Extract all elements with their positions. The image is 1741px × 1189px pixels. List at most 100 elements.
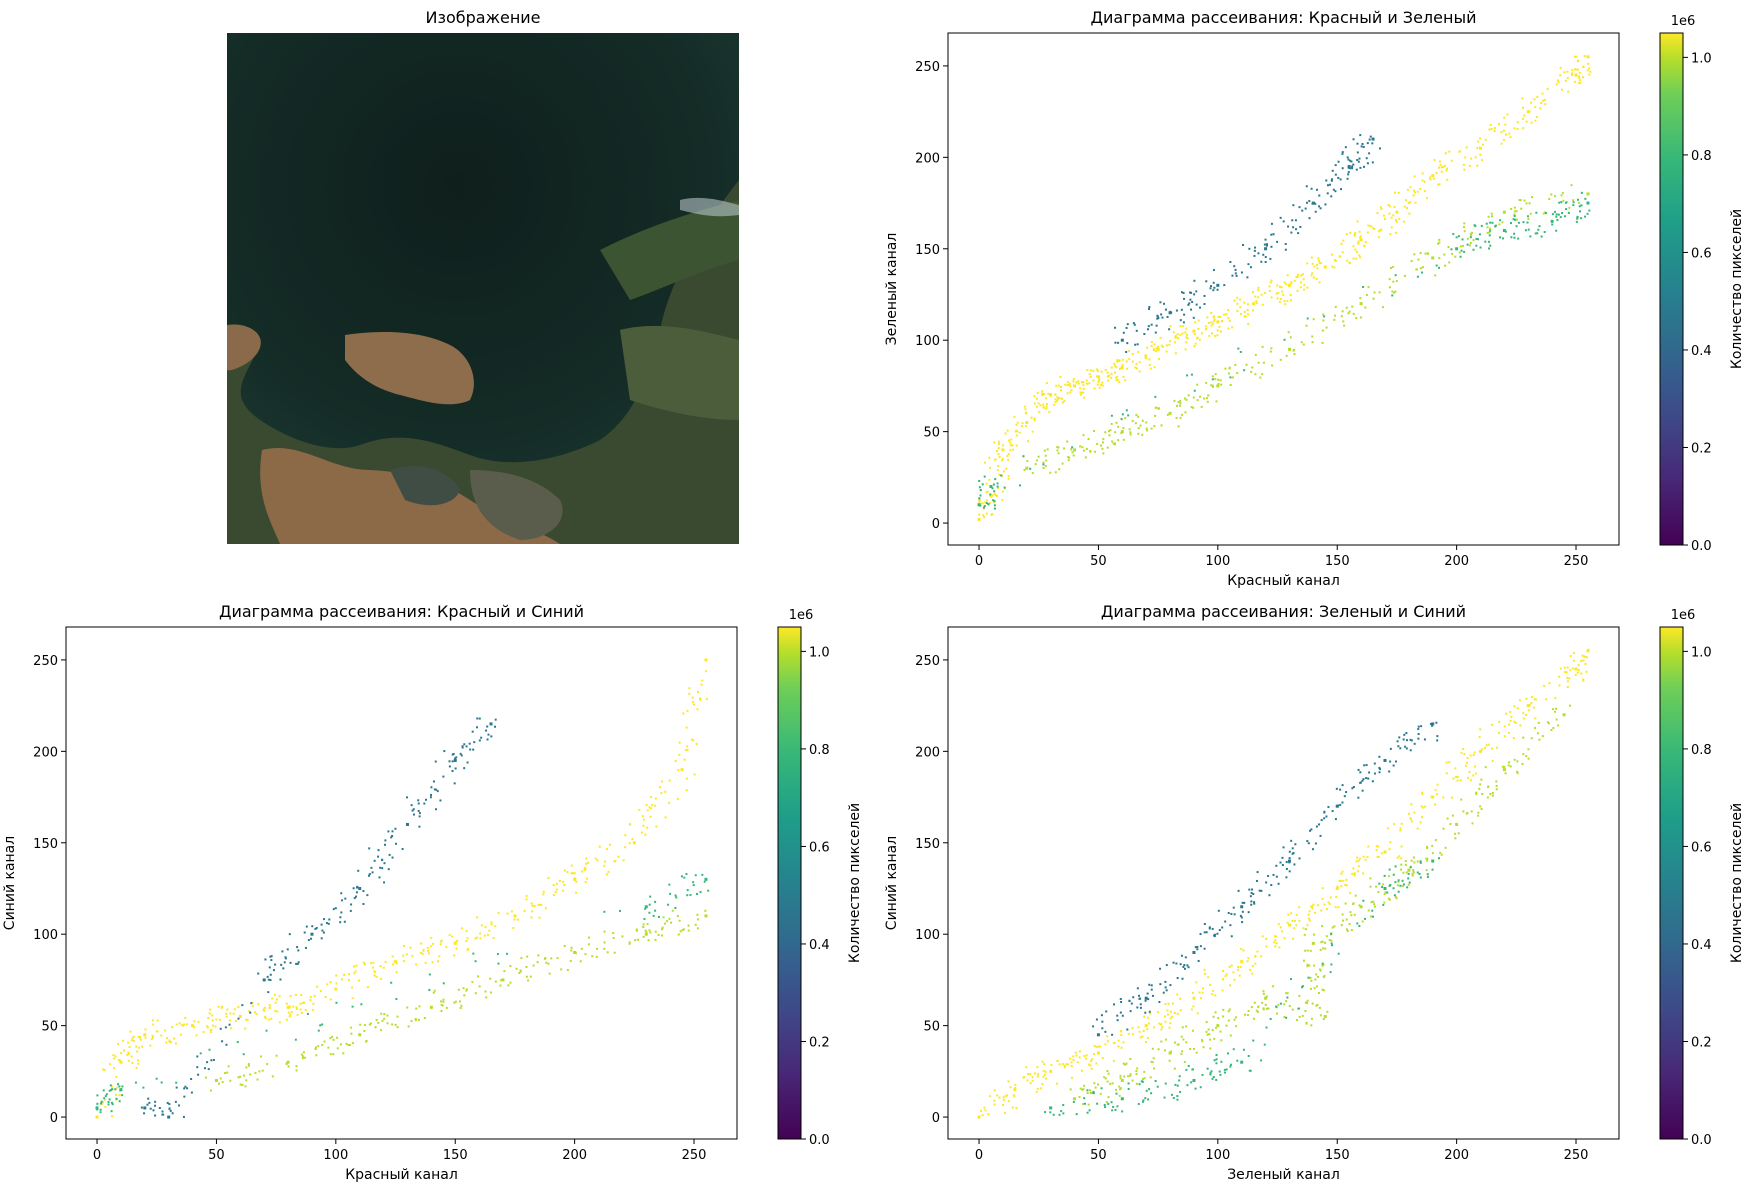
colorbar-tick-label: 0.2 [809,1035,830,1050]
scatter-point [1290,299,1293,302]
scatter-point [1176,1084,1179,1087]
scatter-point [642,923,645,926]
scatter-point [980,1109,983,1112]
scatter-point [111,1088,114,1091]
scatter-point [1165,344,1168,347]
scatter-point [102,1068,105,1071]
scatter-point [1130,1002,1133,1005]
scatter-point [275,1054,278,1057]
scatter-point [509,965,512,968]
scatter-point [1566,680,1569,683]
scatter-point [350,1032,353,1035]
scatter-point [1239,914,1242,917]
scatter-point [1083,1084,1086,1087]
scatter-point [1031,430,1034,433]
scatter-point [993,1103,996,1106]
scatter-point [135,1066,138,1069]
scatter-point [1331,178,1334,181]
scatter-point [1305,185,1308,188]
scatter-point [1070,448,1073,451]
scatter-point [1373,905,1376,908]
scatter-point [1223,284,1226,287]
scatter-point [1147,307,1150,310]
scatter-point [1368,152,1371,155]
scatter-point [1531,196,1534,199]
scatter-point [1166,1009,1169,1012]
scatter-point [1174,335,1177,338]
scatter-point [1313,265,1316,268]
scatter-point [383,843,386,846]
scatter-point [1486,226,1489,229]
scatter-point [1536,232,1539,235]
scatter-point [1145,1089,1148,1092]
scatter-point [1389,841,1392,844]
scatter-point [1249,895,1252,898]
scatter-point [1160,1040,1163,1043]
scatter-point [1479,805,1482,808]
scatter-point [380,1029,383,1032]
scatter-point [220,1006,223,1009]
scatter-point [1196,945,1199,948]
scatter-point [280,963,283,966]
scatter-point [1237,965,1240,968]
scatter-point [1137,1026,1140,1029]
scatter-point [526,955,529,958]
scatter-point [1572,201,1575,204]
scatter-point [466,761,469,764]
scatter-point [295,1065,298,1068]
scatter-point [1373,762,1376,765]
scatter-point [1119,1088,1122,1091]
scatter-point [1195,981,1198,984]
scatter-point [1306,840,1309,843]
scatter-point [1171,1002,1174,1005]
scatter-point [538,916,541,919]
scatter-point [1121,364,1124,367]
scatter-point [1458,150,1461,153]
scatter-point [1172,961,1175,964]
scatter-point [1227,911,1230,914]
scatter-point [1243,315,1246,318]
scatter-point [451,769,454,772]
scatter-point [448,760,451,763]
scatter-point [1516,707,1519,710]
scatter-point [1555,83,1558,86]
scatter-point [331,1035,334,1038]
scatter-point [647,939,650,942]
scatter-point [1150,323,1153,326]
scatter-point [1403,733,1406,736]
scatter-point [1454,837,1457,840]
scatter-point [573,950,577,954]
scatter-point [1053,403,1056,406]
scatter-point [1018,431,1021,434]
scatter-point [110,1089,113,1092]
scatter-point [1116,1019,1119,1022]
scatter-point [1257,286,1260,289]
scatter-point [1260,260,1263,263]
scatter-point [1118,381,1121,384]
scatter-point [1290,912,1293,915]
scatter-point [1217,316,1220,319]
scatter-point [694,923,697,926]
scatter-point [1164,1038,1167,1041]
scatter-point [685,872,688,875]
scatter-point [1298,994,1301,997]
scatter-point [1283,1016,1286,1019]
scatter-point [1365,293,1368,296]
colorbar-tick-label: 0.8 [809,743,830,758]
scatter-point [1321,988,1324,991]
scatter-point [1342,320,1345,323]
scatter-point [1240,1060,1244,1064]
scatter-point [1086,1111,1089,1114]
scatter-point [587,943,590,946]
scatter-point [430,793,433,796]
scatter-point [585,862,588,865]
scatter-point [300,1053,303,1056]
colorbar-tick-label: 1.0 [1691,51,1712,66]
scatter-point [1217,1017,1220,1020]
scatter-point [1231,326,1234,329]
scatter-point [1181,413,1184,416]
scatter-point [1304,928,1307,931]
scatter-point [1436,783,1439,786]
scatter-point [1310,979,1313,982]
scatter-point [1262,990,1265,993]
